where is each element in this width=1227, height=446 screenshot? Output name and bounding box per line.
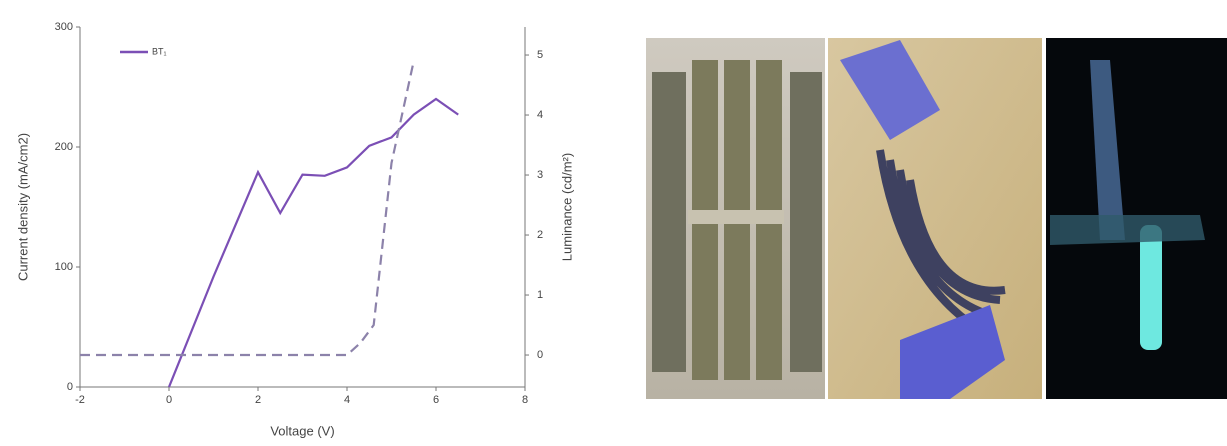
legend-label: BT₁	[152, 46, 167, 56]
x-tick-label: 4	[344, 394, 350, 406]
x-tick-label: 6	[433, 394, 439, 406]
y2-tick-label: 5	[537, 49, 543, 61]
series-line	[80, 60, 415, 357]
y2-tick-label: 2	[537, 229, 543, 241]
x-tick-label: 0	[166, 394, 172, 406]
x-tick-label: 2	[255, 394, 261, 406]
y2-axis-label: Luminance (cd/m²)	[559, 153, 574, 261]
y-tick-label: 300	[55, 21, 73, 33]
y-tick-label: 0	[67, 381, 73, 393]
y2-tick-label: 4	[537, 109, 543, 121]
x-axis-label: Voltage (V)	[270, 423, 334, 438]
y2-tick-label: 3	[537, 169, 543, 181]
x-tick-label: 8	[522, 394, 528, 406]
y-tick-label: 100	[55, 261, 73, 273]
x-tick-label: -2	[75, 394, 85, 406]
y-tick-label: 200	[55, 141, 73, 153]
photos	[646, 38, 1227, 399]
series-line	[167, 97, 459, 388]
y2-tick-label: 1	[537, 289, 543, 301]
y-axis-label: Current density (mA/cm2)	[15, 133, 30, 281]
y2-tick-label: 0	[537, 349, 543, 361]
